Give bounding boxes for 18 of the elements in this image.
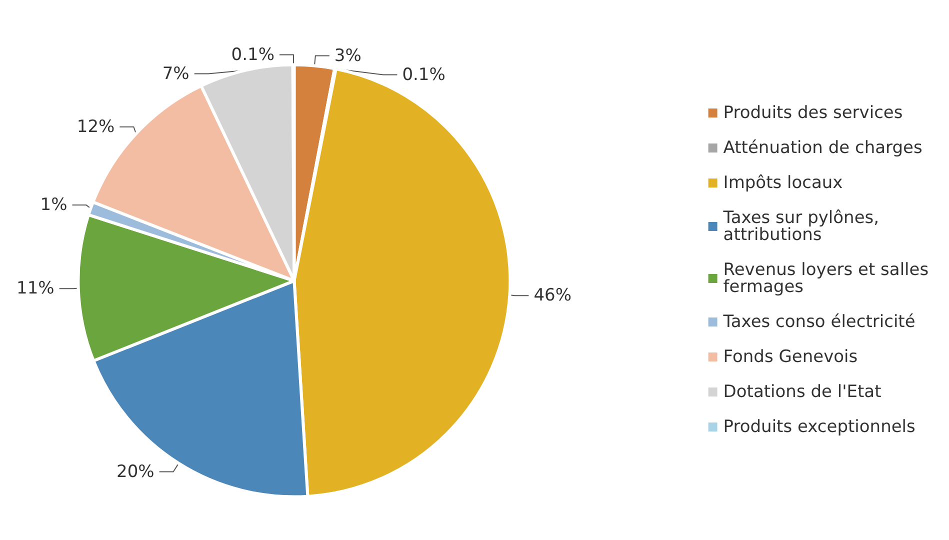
legend-label: Impôts locaux	[723, 173, 843, 193]
data-label: 7%	[162, 64, 190, 84]
data-label: 20%	[116, 462, 154, 482]
data-label: 11%	[16, 278, 54, 299]
data-label: 0.1%	[402, 64, 446, 85]
legend-label: Taxes sur pylônes, attributions	[722, 208, 884, 245]
data-label: 3%	[334, 46, 362, 66]
data-label: 1%	[40, 195, 68, 216]
data-label: 46%	[534, 286, 572, 306]
legend-label: Taxes conso électricité	[722, 312, 916, 332]
legend-label: Produits exceptionnels	[723, 417, 916, 437]
data-label: 0.1%	[231, 44, 274, 65]
legend-label: Atténuation de charges	[723, 138, 922, 158]
legend-label: Produits des services	[723, 103, 903, 123]
legend-label: Fonds Genevois	[723, 347, 858, 367]
legend-label: Dotations de l'Etat	[723, 382, 882, 402]
data-label: 12%	[76, 116, 115, 137]
legend-label: Revenus loyers et salles fermages	[723, 260, 934, 297]
